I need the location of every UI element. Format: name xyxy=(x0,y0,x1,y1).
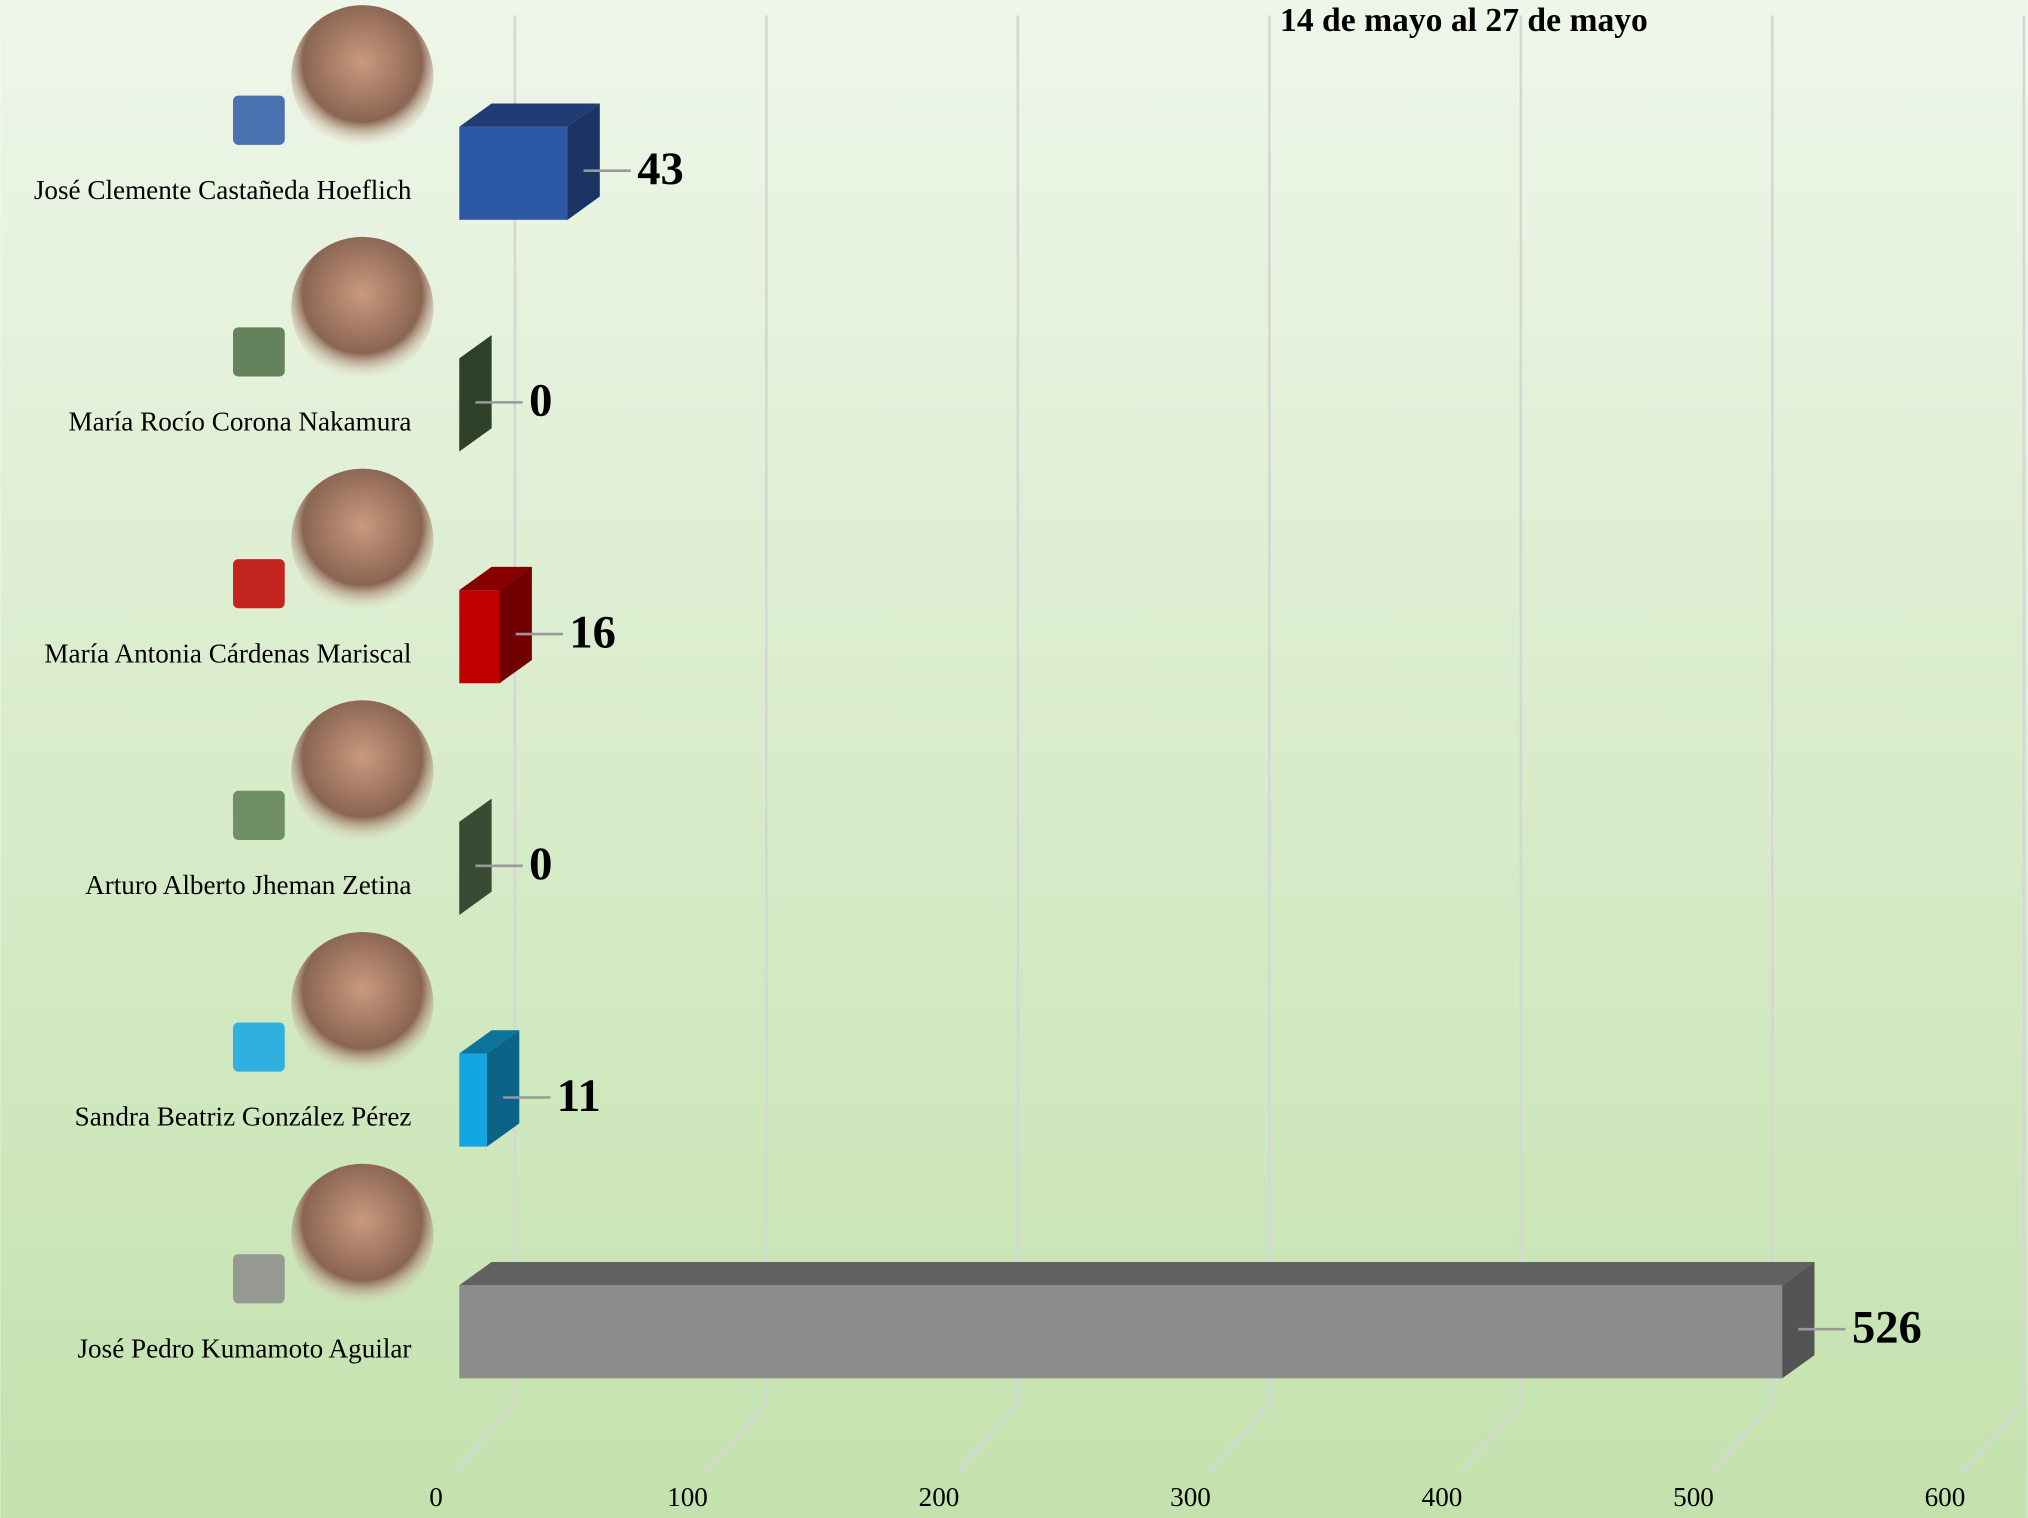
bar-top-shade xyxy=(459,1261,1815,1286)
value-label: 16 xyxy=(569,607,616,658)
bar-side-shade xyxy=(486,1030,520,1147)
bar-top xyxy=(459,566,532,591)
floor-line xyxy=(1960,1402,2025,1475)
party-logo xyxy=(233,1022,285,1072)
bar-side-shade xyxy=(459,798,492,915)
value-label: 0 xyxy=(529,839,552,890)
x-tick-label: 100 xyxy=(667,1482,708,1512)
category-label: Sandra Beatriz González Pérez xyxy=(75,1102,412,1132)
value-label: 43 xyxy=(637,144,684,195)
x-tick-label: 200 xyxy=(919,1482,960,1512)
x-tick-label: 300 xyxy=(1170,1482,1211,1512)
floor-line xyxy=(954,1402,1019,1475)
bar-side-shade xyxy=(1782,1261,1815,1379)
candidate-photo xyxy=(291,5,434,148)
bar xyxy=(459,590,500,684)
x-tick-label: 400 xyxy=(1422,1482,1463,1512)
candidate-photo xyxy=(291,236,434,380)
chart-subtitle: 14 de mayo al 27 de mayo xyxy=(1280,2,1648,39)
category-label: José Pedro Kumamoto Aguilar xyxy=(78,1333,412,1363)
floor-line xyxy=(1457,1402,1522,1475)
party-logo xyxy=(233,327,285,377)
category-label: José Clemente Castañeda Hoeflich xyxy=(34,175,412,205)
candidate-photo xyxy=(291,1163,434,1306)
category-label: Arturo Alberto Jheman Zetina xyxy=(85,870,411,900)
bar-side xyxy=(459,335,492,452)
bar-top-shade xyxy=(459,103,600,127)
bar-side xyxy=(1782,1261,1815,1379)
floor-line xyxy=(1709,1402,1774,1475)
bar xyxy=(459,126,568,220)
bar-top xyxy=(459,1030,520,1054)
bar xyxy=(459,1053,487,1147)
party-logo xyxy=(233,559,285,609)
bar-top xyxy=(459,1261,1815,1286)
bar-side-shade xyxy=(499,566,532,684)
floor-line xyxy=(451,1402,516,1475)
value-label: 0 xyxy=(529,376,552,427)
bar-side xyxy=(567,103,600,220)
bar-side-shade xyxy=(459,335,492,452)
bar-top-shade xyxy=(459,566,532,591)
x-tick-label: 600 xyxy=(1925,1482,1966,1512)
bar-side xyxy=(459,798,492,915)
bar-side xyxy=(486,1030,520,1147)
category-label: María Rocío Corona Nakamura xyxy=(69,407,412,437)
party-logo xyxy=(233,95,285,145)
x-tick-label: 500 xyxy=(1673,1482,1714,1512)
floor-line xyxy=(1206,1402,1271,1475)
bar-top xyxy=(459,103,600,127)
party-logo xyxy=(233,790,285,840)
floor-line xyxy=(703,1402,768,1475)
bar-side xyxy=(499,566,532,684)
bar xyxy=(459,1285,1783,1379)
candidate-photo xyxy=(291,932,434,1075)
candidate-photo xyxy=(291,700,434,843)
category-label: María Antonia Cárdenas Mariscal xyxy=(44,638,411,668)
x-tick-label: 0 xyxy=(429,1482,443,1512)
value-label: 11 xyxy=(557,1071,601,1122)
value-label: 526 xyxy=(1852,1302,1922,1353)
party-logo xyxy=(233,1254,285,1304)
bar-side-shade xyxy=(567,103,600,220)
bar-top-shade xyxy=(459,1030,520,1054)
candidate-photo xyxy=(291,468,434,611)
